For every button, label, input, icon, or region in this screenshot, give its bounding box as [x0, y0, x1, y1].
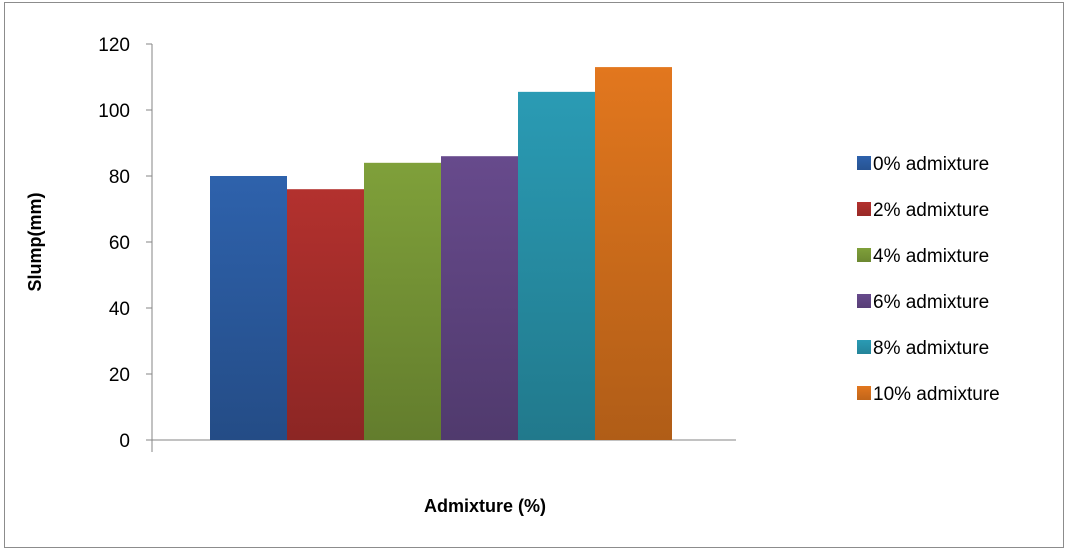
legend-label: 2% admixture: [873, 200, 989, 221]
y-tick-labels: 0 20 40 60 80 100 120: [98, 35, 130, 452]
legend-swatch: [857, 156, 871, 170]
legend-label: 0% admixture: [873, 154, 989, 175]
y-tick-label: 60: [109, 233, 130, 254]
legend: 0% admixture 2% admixture 4% admixture 6% a…: [857, 154, 1000, 405]
legend-label: 10% admixture: [873, 384, 1000, 405]
bar-2: [287, 189, 364, 440]
y-tick-label: 40: [109, 299, 130, 320]
legend-swatch: [857, 386, 871, 400]
y-axis-title: Slump(mm): [25, 192, 45, 291]
y-tick-label: 120: [98, 35, 130, 56]
legend-swatch: [857, 340, 871, 354]
legend-swatch: [857, 202, 871, 216]
y-tick-label: 80: [109, 167, 130, 188]
y-tick-label: 100: [98, 101, 130, 122]
bar-6: [595, 67, 672, 440]
bar-3: [364, 162, 441, 441]
bar-5: [518, 91, 595, 440]
legend-swatch: [857, 248, 871, 262]
legend-swatch: [857, 294, 871, 308]
x-axis-title: Admixture (%): [424, 496, 546, 516]
legend-label: 6% admixture: [873, 292, 989, 313]
y-tick-label: 0: [119, 431, 130, 452]
bars: [210, 67, 672, 441]
legend-label: 4% admixture: [873, 246, 989, 267]
bar-1: [210, 176, 287, 440]
y-tick-label: 20: [109, 365, 130, 386]
legend-label: 8% admixture: [873, 338, 989, 359]
bar-4: [441, 156, 518, 440]
